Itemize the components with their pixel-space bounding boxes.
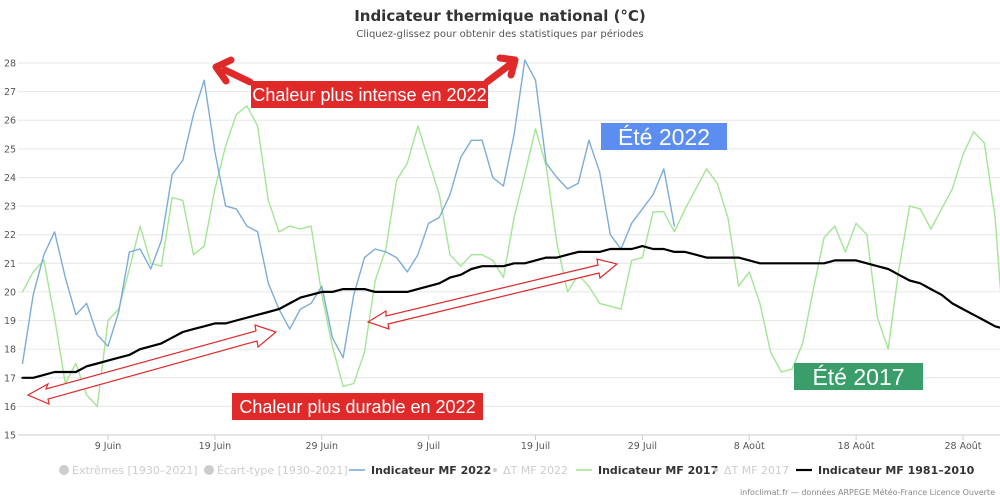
badge-summer-2022-label: Été 2022 [618,124,710,150]
legend-symbol-circle [204,465,214,475]
legend-item[interactable]: Écart-type [1930–2021] [204,464,348,477]
y-tick-label: 19 [4,316,16,327]
y-tick-label: 26 [4,116,16,127]
series-1981-2010-line[interactable] [21,245,1000,379]
y-tick-label: 23 [4,202,16,213]
badge-summer-2017 [794,363,923,390]
annotation-durable-label: Chaleur plus durable en 2022 [239,397,475,417]
arrow-peak-2022-july [483,54,519,86]
y-tick-label: 17 [4,373,16,384]
chart-title: Indicateur thermique national (°C) [354,7,646,25]
legend-item[interactable]: ΔT MF 2017 [714,464,789,477]
legend-label: Indicateur MF 2017 [598,464,718,477]
y-tick-label: 24 [4,173,16,184]
annotation-intense-box [251,81,488,108]
legend-symbol-dot [493,468,497,472]
legend-label: Indicateur MF 1981–2010 [818,464,975,477]
badge-summer-2017-label: Été 2017 [812,364,904,390]
legend-label: Indicateur MF 2022 [371,464,491,477]
badge-summer-2022 [601,123,727,150]
y-tick-label: 18 [4,345,16,356]
y-tick-label: 20 [4,287,16,298]
legend-label: ΔT MF 2017 [724,464,789,477]
y-tick-label: 28 [4,59,16,70]
y-tick-label: 22 [4,230,16,241]
x-axis-ticks: 9 Juin 19 Juin 29 Juin 9 Juil 19 Juil 29 Juil… [18,434,1000,452]
y-tick-label: 16 [4,402,16,413]
chart-credit: infoclimat.fr — données ARPEGE Météo-Fra… [740,487,995,497]
double-arrow-early [26,324,278,406]
x-tick-label: 9 Juil [417,441,440,452]
legend-symbol-circle [59,465,69,475]
x-tick-label: 19 Juin [199,441,232,452]
legend-item[interactable]: Extrêmes [1930–2021] [59,464,198,477]
x-tick-label: 9 Juin [95,441,122,452]
legend-label: Extrêmes [1930–2021] [72,464,198,477]
y-tick-label: 27 [4,87,16,98]
x-tick-label: 8 Août [734,441,765,452]
series-2017-line[interactable] [21,105,1000,408]
legend-item[interactable]: ΔT MF 2022 [493,464,568,477]
y-axis-ticks: 15 16 17 18 19 20 21 22 23 24 25 26 27 28 [4,59,16,442]
legend-label: ΔT MF 2022 [503,464,568,477]
series-layer[interactable] [21,59,1000,408]
legend-item[interactable]: Indicateur MF 1981–2010 [796,464,975,477]
annotation-durable-box [232,393,483,420]
double-arrow-late [366,258,619,330]
x-tick-label: 29 Juin [305,441,338,452]
series-2022-line[interactable] [21,59,676,365]
annotations: Chaleur plus intense en 2022 Chaleur plu… [26,54,923,420]
y-tick-label: 25 [4,144,16,155]
legend-symbol-dot [714,468,718,472]
x-tick-label: 18 Août [838,441,875,452]
legend-item[interactable]: Indicateur MF 2017 [576,464,718,477]
arrow-peak-2022-june [212,56,254,86]
x-tick-label: 29 Juil [628,441,657,452]
x-tick-label: 28 Août [945,441,982,452]
annotation-intense-label: Chaleur plus intense en 2022 [252,85,486,105]
legend-item[interactable]: Indicateur MF 2022 [349,464,491,477]
y-tick-label: 15 [4,431,16,442]
chart-subtitle: Cliquez-glissez pour obtenir des statist… [356,28,643,40]
legend-label: Écart-type [1930–2021] [217,464,348,477]
y-tick-label: 21 [4,259,16,270]
x-tick-label: 19 Juil [521,441,550,452]
legend: Extrêmes [1930–2021] Écart-type [1930–202… [59,464,975,477]
